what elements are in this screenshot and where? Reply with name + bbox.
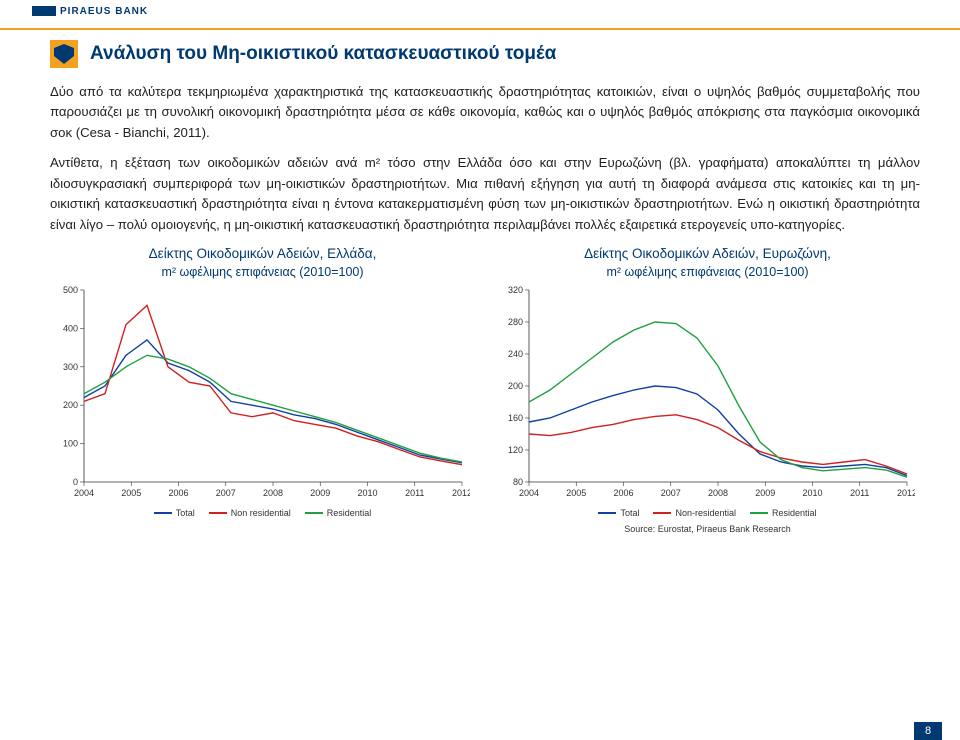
legend-item: Total	[154, 508, 195, 518]
source-text: Source: Eurostat, Piraeus Bank Research	[495, 524, 920, 534]
svg-text:2010: 2010	[357, 488, 377, 498]
svg-text:200: 200	[508, 381, 523, 391]
chart-right: 80 120 160 200 240 280 320 2004 2005 2006 2007 2008…	[495, 284, 915, 504]
brand-text: PIRAEUS BANK	[60, 6, 148, 17]
svg-text:300: 300	[63, 362, 78, 372]
svg-text:2007: 2007	[661, 488, 681, 498]
chart-right-block: Δείκτης Οικοδομικών Αδειών, Ευρωζώνη, m²…	[495, 245, 920, 534]
svg-text:2012: 2012	[452, 488, 470, 498]
legend-item: Residential	[750, 508, 817, 518]
legend-item: Residential	[305, 508, 372, 518]
svg-text:2011: 2011	[405, 488, 424, 498]
chart-right-legend: Total Non-residential Residential	[495, 508, 920, 518]
svg-text:2007: 2007	[216, 488, 236, 498]
chart-left-legend: Total Non residential Residential	[50, 508, 475, 518]
legend-item: Total	[598, 508, 639, 518]
page-title: Ανάλυση του Μη-οικιστικού κατασκευαστικο…	[90, 43, 556, 65]
paragraph-1: Δύο από τα καλύτερα τεκμηριωμένα χαρακτη…	[50, 82, 920, 143]
legend-item: Non-residential	[653, 508, 736, 518]
svg-text:2008: 2008	[263, 488, 283, 498]
chart-left: 0 100 200 300 400 500 2004 2005 2006 2007 2008 2009…	[50, 284, 470, 504]
brand-logo: PIRAEUS BANK	[32, 6, 148, 17]
svg-text:2010: 2010	[802, 488, 822, 498]
svg-text:2006: 2006	[613, 488, 633, 498]
chart-right-title: Δείκτης Οικοδομικών Αδειών, Ευρωζώνη, m²…	[495, 245, 920, 280]
svg-text:320: 320	[508, 285, 523, 295]
svg-text:500: 500	[63, 285, 78, 295]
svg-text:2009: 2009	[755, 488, 775, 498]
svg-text:2008: 2008	[708, 488, 728, 498]
svg-text:100: 100	[63, 439, 78, 449]
svg-text:400: 400	[63, 324, 78, 334]
svg-text:80: 80	[513, 477, 523, 487]
logo-graphic	[32, 6, 56, 16]
svg-text:2009: 2009	[310, 488, 330, 498]
svg-text:2005: 2005	[121, 488, 141, 498]
body-text: Δύο από τα καλύτερα τεκμηριωμένα χαρακτη…	[50, 82, 920, 235]
svg-text:200: 200	[63, 400, 78, 410]
chart-left-block: Δείκτης Οικοδομικών Αδειών, Ελλάδα, m² ω…	[50, 245, 475, 534]
legend-item: Non residential	[209, 508, 291, 518]
svg-text:280: 280	[508, 317, 523, 327]
title-icon	[50, 40, 78, 68]
svg-text:2011: 2011	[850, 488, 869, 498]
svg-text:240: 240	[508, 349, 523, 359]
svg-text:2006: 2006	[168, 488, 188, 498]
svg-text:120: 120	[508, 445, 523, 455]
svg-text:2005: 2005	[566, 488, 586, 498]
svg-text:2004: 2004	[74, 488, 94, 498]
paragraph-2: Αντίθετα, η εξέταση των οικοδομικών αδει…	[50, 153, 920, 235]
svg-text:160: 160	[508, 413, 523, 423]
svg-text:0: 0	[73, 477, 78, 487]
chart-left-title: Δείκτης Οικοδομικών Αδειών, Ελλάδα, m² ω…	[50, 245, 475, 280]
page-number: 8	[914, 722, 942, 740]
svg-text:2012: 2012	[897, 488, 915, 498]
svg-text:2004: 2004	[519, 488, 539, 498]
